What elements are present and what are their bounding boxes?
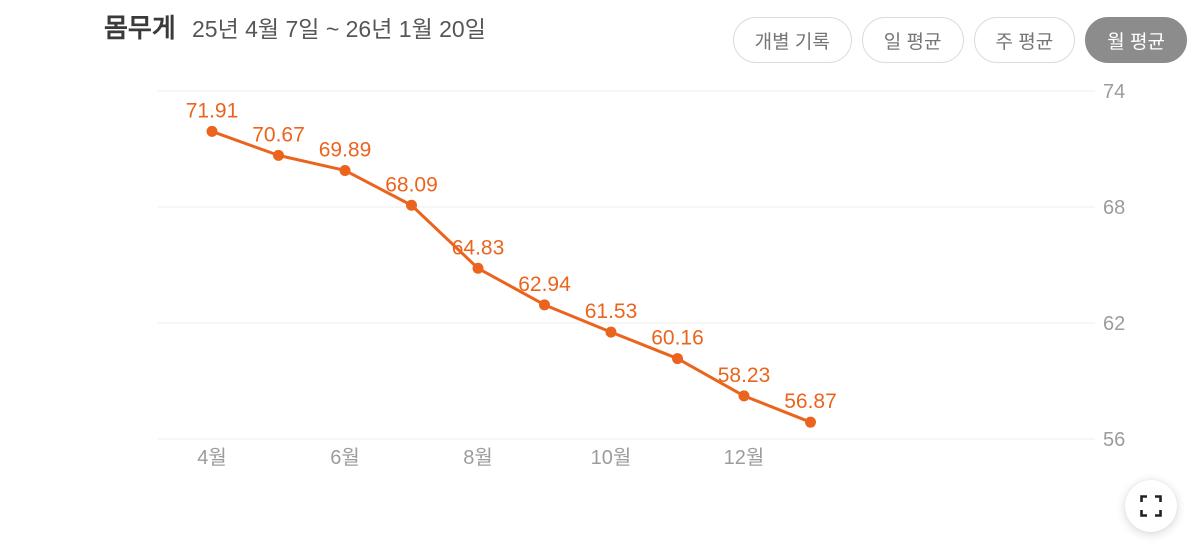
data-point-label-5월: 70.67 — [252, 123, 305, 146]
expand-button[interactable] — [1125, 480, 1177, 532]
data-point-10월[interactable] — [605, 326, 617, 338]
data-point-9월[interactable] — [539, 299, 550, 311]
data-point-label-4월: 71.91 — [186, 99, 239, 122]
view-toggle-group: 개별 기록 일 평균 주 평균 월 평균 — [732, 17, 1187, 63]
y-axis-label-74: 74 — [1103, 81, 1125, 103]
date-range: 25년 4월 7일 ~ 26년 1월 20일 — [192, 16, 486, 42]
x-axis-label-12월: 12월 — [724, 446, 765, 469]
data-point-11월[interactable] — [672, 353, 683, 365]
data-point-label-12월: 58.23 — [718, 364, 771, 387]
data-point-label-10월: 61.53 — [585, 300, 638, 323]
y-axis-label-68: 68 — [1103, 197, 1125, 219]
x-axis-label-6월: 6월 — [330, 446, 360, 469]
data-point-7월[interactable] — [406, 199, 417, 211]
page-title: 몸무게 — [104, 13, 176, 43]
y-axis-label-62: 62 — [1103, 313, 1125, 335]
data-point-label-11월: 60.16 — [651, 327, 704, 350]
weight-line — [210, 129, 812, 424]
data-point-6월[interactable] — [339, 164, 351, 176]
y-axis-label-56: 56 — [1103, 429, 1125, 451]
data-point-4월[interactable] — [206, 125, 218, 137]
x-axis-label-10월: 10월 — [591, 446, 632, 469]
expand-icon — [1140, 495, 1162, 517]
data-point-8월[interactable] — [472, 262, 484, 274]
data-point-12월[interactable] — [738, 390, 750, 402]
view-button-monthly-average[interactable]: 월 평균 — [1085, 17, 1187, 63]
data-point-1월[interactable] — [805, 416, 816, 428]
data-point-5월[interactable] — [273, 149, 284, 161]
data-point-label-1월: 56.87 — [784, 390, 837, 413]
view-button-weekly-average[interactable]: 주 평균 — [973, 17, 1076, 63]
x-axis-label-8월: 8월 — [463, 446, 493, 469]
data-point-label-7월: 68.09 — [385, 173, 438, 196]
data-point-label-9월: 62.94 — [518, 273, 571, 296]
data-point-label-8월: 64.83 — [452, 236, 505, 259]
view-button-individual-records[interactable]: 개별 기록 — [732, 17, 852, 63]
view-button-daily-average[interactable]: 일 평균 — [861, 17, 964, 63]
x-axis-label-4월: 4월 — [197, 446, 227, 469]
data-point-label-6월: 69.89 — [319, 138, 372, 161]
